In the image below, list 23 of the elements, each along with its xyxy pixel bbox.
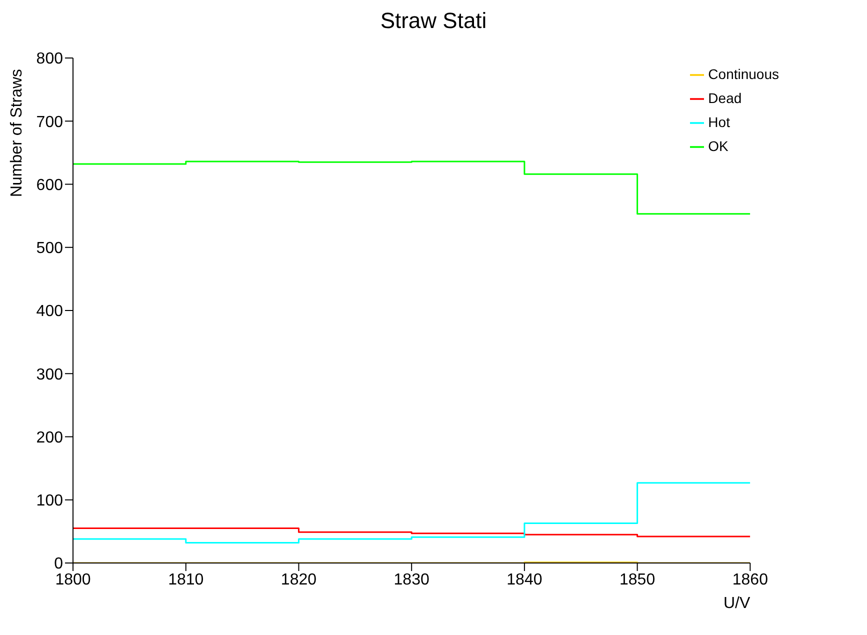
y-tick-label: 100 <box>36 492 64 510</box>
x-tick-label: 1840 <box>506 571 542 588</box>
x-axis-title: U/V <box>724 595 750 612</box>
y-tick-label: 500 <box>36 240 64 258</box>
y-tick-label: 200 <box>36 429 64 446</box>
y-axis-title: Number of Straws <box>8 68 26 198</box>
chart-title: Straw Stati <box>379 8 488 35</box>
x-tick-label: 1830 <box>394 571 430 588</box>
x-tick-label: 1800 <box>55 571 91 588</box>
legend-label: Dead <box>708 90 742 106</box>
y-tick-label: 0 <box>54 556 64 573</box>
x-tick-label: 1820 <box>280 571 317 588</box>
legend-label: OK <box>708 138 728 154</box>
x-tick-label: 1810 <box>168 571 204 588</box>
legend-label: Continuous <box>708 66 779 82</box>
x-tick-label: 1850 <box>620 571 656 588</box>
y-tick-label: 600 <box>36 176 64 194</box>
legend-label: Hot <box>708 114 730 130</box>
y-tick-label: 700 <box>36 114 64 131</box>
y-tick-label: 400 <box>36 303 64 320</box>
y-tick-label: 300 <box>36 366 64 384</box>
x-tick-label: 1860 <box>732 571 768 588</box>
y-tick-label: 800 <box>36 50 64 68</box>
